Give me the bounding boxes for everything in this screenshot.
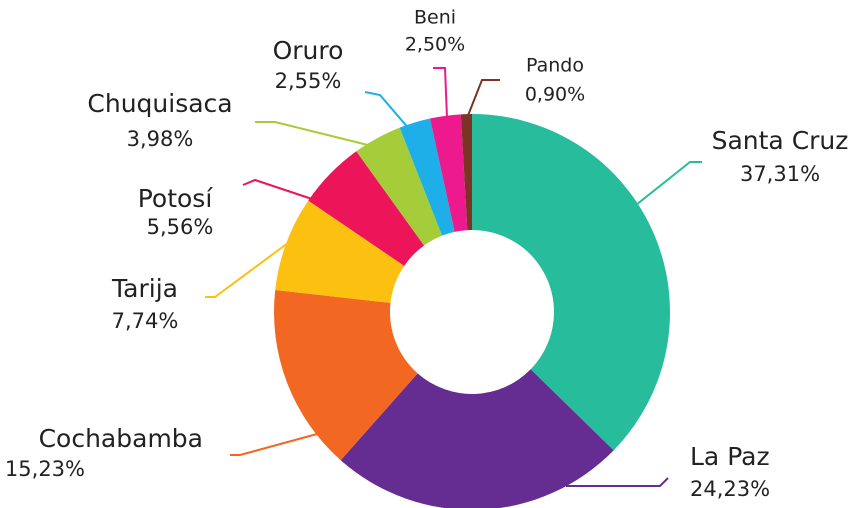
value-label: 37,31% — [740, 162, 820, 186]
slice — [340, 369, 614, 508]
slice-label: Cochabamba — [39, 424, 203, 453]
slice — [273, 290, 418, 461]
value-label: 5,56% — [147, 215, 214, 239]
leader-line — [364, 91, 411, 131]
slice — [308, 151, 425, 266]
slice-label: Beni — [414, 7, 456, 29]
value-label: 3,98% — [127, 127, 194, 151]
slice — [472, 114, 670, 451]
leader-line — [635, 161, 702, 206]
value-label: 7,74% — [112, 309, 179, 333]
leader-line — [230, 424, 351, 456]
leader-line — [255, 121, 381, 149]
slice — [460, 114, 472, 231]
slice-label: La Paz — [690, 442, 770, 471]
slice-label: Santa Cruz — [712, 126, 849, 155]
value-label: 24,23% — [690, 477, 770, 501]
slice-label: Tarija — [111, 274, 178, 303]
slice-label: Oruro — [273, 36, 344, 65]
slice-label: Potosí — [138, 184, 214, 213]
slice — [399, 118, 455, 236]
slice — [275, 200, 405, 303]
value-label: 2,50% — [405, 34, 465, 56]
leader-line — [433, 67, 448, 119]
slice — [430, 114, 468, 232]
slice-label: Pando — [526, 55, 584, 77]
leader-line — [242, 178, 331, 206]
value-label: 0,90% — [525, 84, 585, 106]
leader-line — [566, 477, 669, 487]
slice-label: Chuquisaca — [87, 89, 232, 118]
slice — [356, 127, 443, 246]
leader-line — [466, 79, 500, 119]
value-label: 2,55% — [275, 69, 342, 93]
value-label: 15,23% — [5, 457, 85, 481]
leader-line — [205, 239, 293, 298]
